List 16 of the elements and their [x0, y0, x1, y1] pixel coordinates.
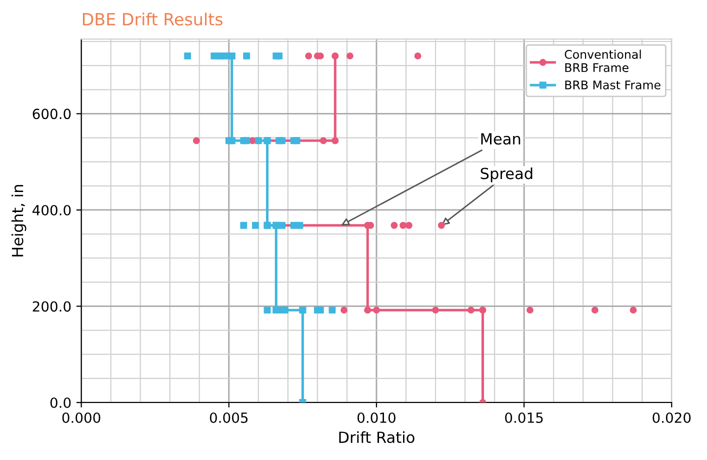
x-tick-label: 0.005 [210, 412, 248, 423]
y-tick-label: 400.0 [32, 204, 71, 216]
x-axis-title: Drift Ratio [339, 431, 414, 444]
y-tick-label: 600.0 [32, 108, 71, 120]
chart-title: DBE Drift Results [82, 12, 222, 26]
y-axis-title: Height, in [11, 185, 26, 256]
x-tick-label: 0.020 [652, 412, 691, 423]
y-tick-label: 0.0 [50, 397, 71, 408]
x-tick-label: 0.000 [62, 412, 100, 423]
y-tick-label: 200.0 [32, 301, 71, 312]
legend-label: Conventional BRB Frame [564, 50, 641, 72]
annotation: Spread [480, 167, 532, 182]
x-tick-label: 0.010 [358, 412, 396, 423]
annotation: Mean [481, 133, 520, 145]
x-tick-label: 0.015 [505, 412, 543, 423]
legend-label: BRB Mast Frame [565, 80, 660, 90]
